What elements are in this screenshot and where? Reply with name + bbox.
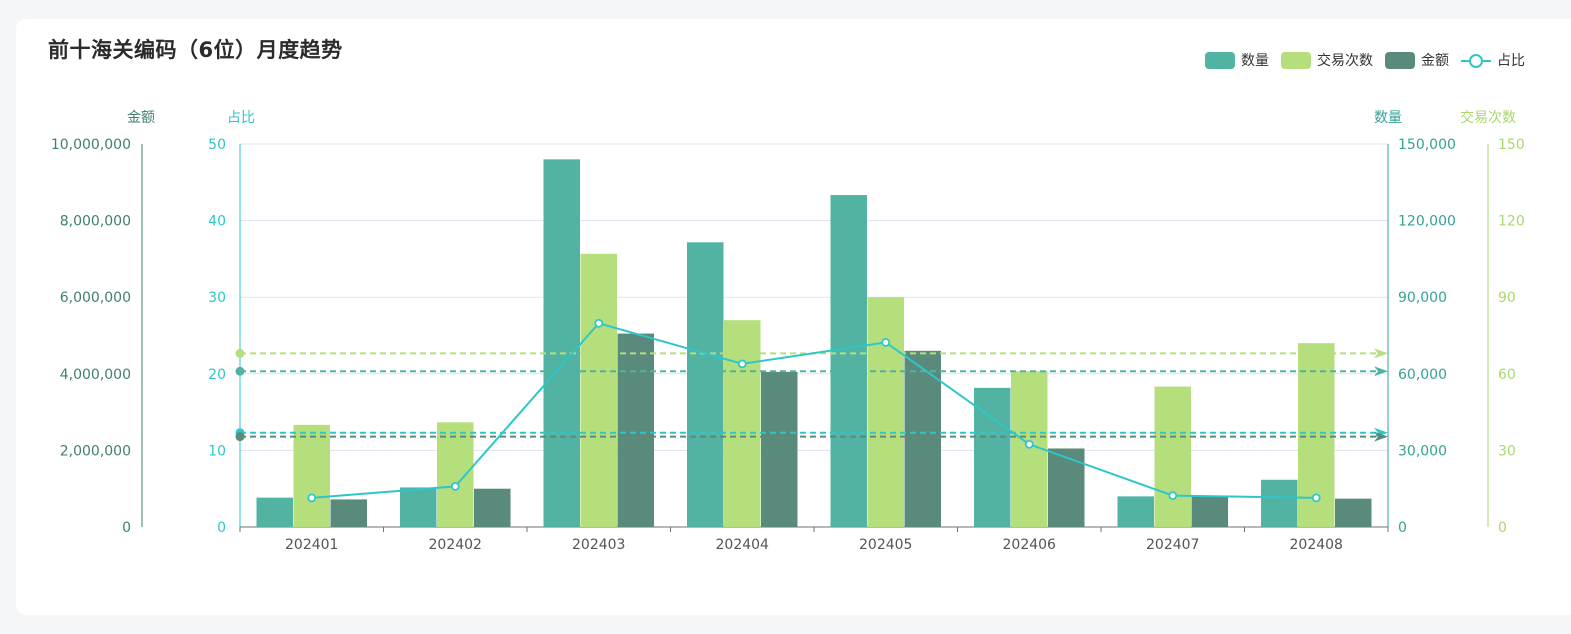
bar-trades	[724, 320, 761, 527]
x-tick-label: 202406	[1003, 537, 1057, 553]
x-tick-label: 202407	[1146, 537, 1199, 553]
bar-amount	[617, 333, 654, 527]
ratio-point	[1311, 493, 1321, 503]
bar-quantity	[974, 387, 1011, 527]
quantity-tick-label: 0	[1398, 520, 1407, 536]
quantity-tick-label: 150,000	[1398, 137, 1456, 153]
trades-tick-label: 90	[1498, 290, 1516, 306]
ratio-point	[594, 318, 604, 328]
bar-amount	[1048, 448, 1085, 527]
chart-title: 前十海关编码（6位）月度趋势	[48, 38, 343, 62]
average-line-arrow-quantity	[1374, 366, 1388, 377]
average-line-start-trades	[235, 348, 245, 358]
x-tick-label: 202403	[572, 537, 625, 553]
x-tick-label: 202401	[285, 537, 338, 553]
trades-tick-label: 120	[1498, 214, 1525, 230]
x-tick-label: 202404	[716, 537, 770, 553]
bar-quantity	[687, 242, 724, 527]
amount-tick-label: 6,000,000	[60, 290, 131, 306]
ratio-point	[737, 359, 747, 369]
quantity-tick-label: 120,000	[1398, 214, 1456, 230]
trades-tick-label: 30	[1498, 443, 1516, 459]
legend-swatch-quantity	[1205, 51, 1235, 69]
bar-amount	[1335, 498, 1372, 527]
bar-trades	[580, 253, 617, 527]
bar-quantity	[256, 497, 293, 527]
chart-legend: 数量 交易次数 金额 占比	[1205, 50, 1537, 70]
legend-item-ratio[interactable]: 占比	[1461, 50, 1525, 70]
bar-quantity	[1261, 479, 1298, 527]
bar-amount	[474, 488, 511, 527]
ratio-point	[450, 482, 460, 491]
ratio-tick-label: 20	[208, 367, 226, 383]
legend-swatch-amount	[1385, 51, 1415, 69]
amount-tick-label: 4,000,000	[60, 367, 131, 383]
bar-amount	[330, 499, 367, 527]
legend-swatch-trades	[1281, 51, 1311, 69]
legend-item-quantity[interactable]: 数量	[1205, 50, 1269, 70]
quantity-tick-label: 30,000	[1398, 443, 1447, 459]
ratio-point	[1168, 491, 1178, 500]
bar-trades	[293, 424, 330, 527]
bar-trades	[867, 297, 904, 527]
x-tick-label: 202402	[429, 537, 482, 553]
legend-label-amount: 金额	[1421, 53, 1449, 69]
bar-quantity	[543, 159, 580, 527]
trades-tick-label: 0	[1498, 520, 1507, 536]
x-tick-label: 202405	[859, 537, 912, 553]
legend-line-icon-ratio	[1461, 52, 1491, 69]
ratio-tick-label: 40	[208, 214, 226, 230]
legend-label-quantity: 数量	[1241, 53, 1269, 69]
average-line-arrow-amount	[1374, 431, 1388, 442]
legend-item-amount[interactable]: 金额	[1385, 50, 1449, 70]
average-line-arrow-trades	[1374, 348, 1388, 359]
ratio-point	[1024, 439, 1034, 449]
bar-quantity	[830, 195, 867, 528]
ratio-tick-label: 0	[217, 520, 226, 536]
bar-amount	[1191, 496, 1228, 527]
ratio-tick-label: 10	[208, 443, 226, 459]
amount-tick-label: 2,000,000	[60, 443, 131, 459]
bar-amount	[904, 350, 941, 527]
amount-axis-name: 金额	[127, 110, 155, 126]
bar-quantity	[1117, 496, 1154, 527]
trades-tick-label: 150	[1498, 137, 1525, 153]
average-line-start-quantity	[235, 366, 245, 376]
ratio-point	[881, 337, 891, 347]
amount-tick-label: 10,000,000	[51, 137, 131, 153]
quantity-tick-label: 60,000	[1398, 367, 1447, 383]
bar-quantity	[400, 487, 437, 527]
ratio-axis-name: 占比	[227, 110, 255, 126]
trades-tick-label: 60	[1498, 367, 1516, 383]
quantity-axis-name: 数量	[1374, 110, 1402, 126]
ratio-tick-label: 30	[208, 290, 226, 306]
legend-label-ratio: 占比	[1497, 53, 1525, 69]
ratio-tick-label: 50	[208, 137, 226, 153]
bar-trades	[1154, 386, 1191, 527]
quantity-tick-label: 90,000	[1398, 290, 1447, 306]
bar-trades	[437, 422, 474, 527]
trades-axis-name: 交易次数	[1460, 109, 1516, 126]
x-tick-label: 202408	[1290, 537, 1343, 553]
amount-tick-label: 8,000,000	[60, 214, 131, 230]
ratio-point	[307, 493, 317, 503]
average-line-start-amount	[235, 432, 245, 442]
legend-label-trades: 交易次数	[1317, 53, 1373, 69]
bar-amount	[761, 371, 798, 527]
amount-tick-label: 0	[122, 520, 131, 536]
legend-item-trades[interactable]: 交易次数	[1281, 50, 1373, 70]
ratio-line	[311, 322, 1317, 499]
